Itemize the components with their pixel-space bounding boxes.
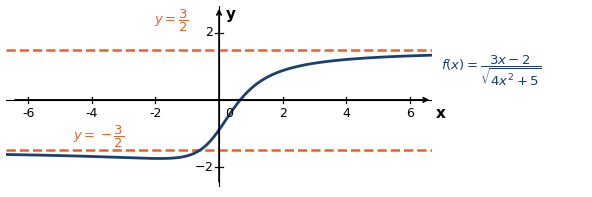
Text: -6: -6	[22, 107, 34, 120]
Text: 6: 6	[406, 107, 414, 120]
Text: 4: 4	[342, 107, 350, 120]
Text: 2: 2	[279, 107, 287, 120]
Text: -4: -4	[86, 107, 98, 120]
Text: 0: 0	[225, 107, 233, 120]
Text: $f(x) = \dfrac{3x-2}{\sqrt{4x^2+5}}$: $f(x) = \dfrac{3x-2}{\sqrt{4x^2+5}}$	[441, 54, 542, 88]
Text: -2: -2	[149, 107, 162, 120]
Text: 2: 2	[205, 26, 213, 39]
Text: $-2$: $-2$	[194, 161, 213, 174]
Text: $\mathbf{y}$: $\mathbf{y}$	[225, 8, 236, 24]
Text: $\mathbf{x}$: $\mathbf{x}$	[435, 106, 447, 121]
Text: $y = -\dfrac{3}{2}$: $y = -\dfrac{3}{2}$	[73, 124, 124, 150]
Text: $y = \dfrac{3}{2}$: $y = \dfrac{3}{2}$	[154, 8, 189, 34]
